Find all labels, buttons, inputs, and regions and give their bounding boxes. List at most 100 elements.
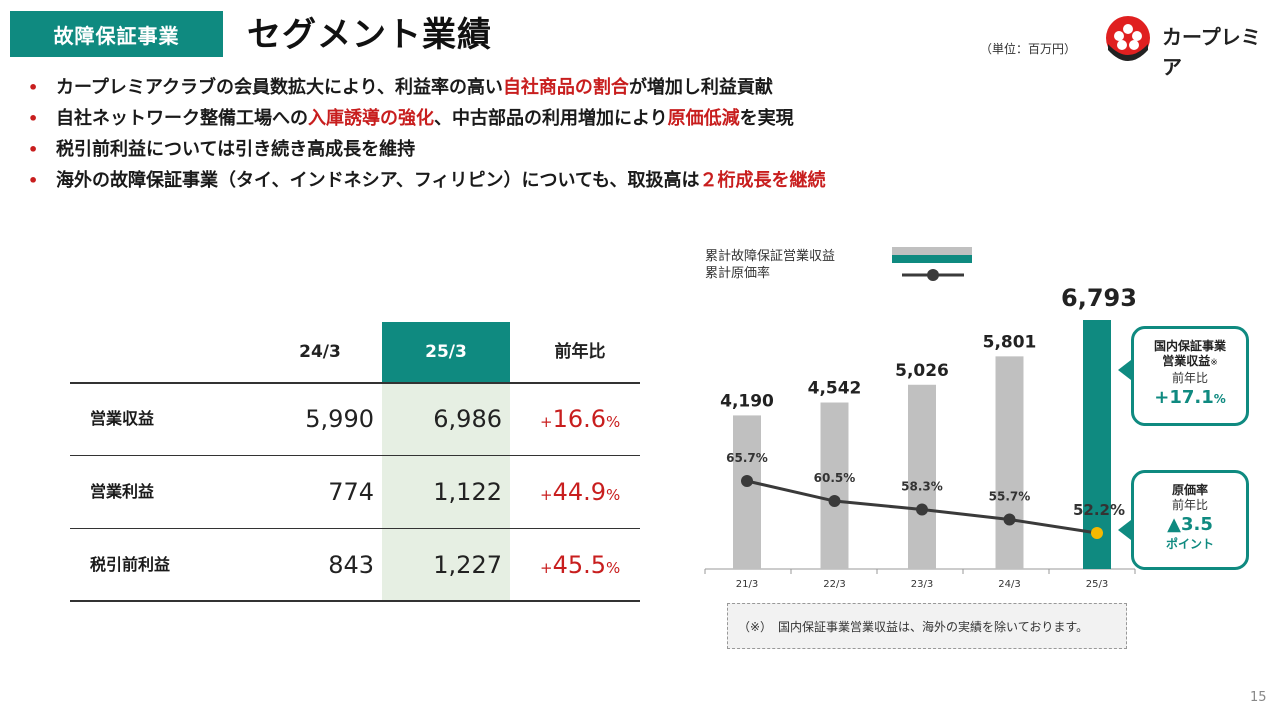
yoy-sign: + (540, 413, 553, 431)
bar-value-label: 6,793 (1061, 284, 1137, 312)
bullet-dot: • (28, 171, 39, 190)
logo-flower-icon (1114, 24, 1142, 50)
bullet-dot: • (28, 140, 39, 159)
bullet-text: を実現 (739, 108, 794, 129)
callout-cost-pointer (1118, 520, 1131, 540)
cell-yoy: +44.9% (540, 456, 632, 528)
bar-value-label: 5,026 (895, 361, 949, 381)
current-year-column-bg (382, 383, 510, 600)
yoy-value: 45.5 (552, 551, 607, 579)
footnote: （※） 国内保証事業営業収益は、海外の実績を除いております。 (727, 603, 1127, 649)
bullet-text: 自社ネットワーク整備工場への (56, 108, 308, 129)
logo-text: カープレミア (1162, 25, 1261, 79)
legend-bar-swatch-gray (892, 247, 972, 255)
results-table: 24/3 25/3 前年比 営業収益 5,990 6,986 +16.6% 営業利益 77… (70, 322, 640, 602)
header-yoy: 前年比 (554, 342, 606, 362)
yoy-value: 16.6 (552, 405, 607, 433)
bar-23-3 (908, 384, 936, 569)
bar-value-label: 5,801 (983, 332, 1037, 352)
callout-rev-pointer (1118, 360, 1131, 380)
bullet-highlight-text: 入庫誘導の強化 (308, 108, 434, 129)
row-label: 営業収益 (90, 409, 155, 428)
bullet-dot: • (28, 109, 39, 128)
cost-ratio-label: 58.3% (901, 480, 943, 494)
cost-ratio-label: 52.2% (1073, 501, 1125, 519)
callout-domestic-revenue: 国内保証事業 営業収益※ 前年比 +17.1% (1131, 326, 1249, 426)
callout-cost-ratio: 原価率 前年比 ▲3.5 ポイント (1131, 470, 1249, 570)
yoy-sign: + (540, 559, 553, 577)
revenue-cost-chart: 4,190 21/3 4,542 22/3 5,026 23/3 5,801 24/3 6,79… (704, 247, 1137, 590)
table-bottom-line (70, 600, 640, 602)
bullet-highlight-text: ２桁成長を継続 (699, 170, 826, 191)
x-tick-label: 23/3 (911, 579, 933, 590)
table-row-line (70, 528, 640, 529)
legend-line-marker (927, 269, 939, 281)
cell-curr-year: 1,227 (433, 551, 502, 579)
callout-rev-unit: % (1213, 392, 1226, 406)
cost-ratio-point (1091, 527, 1103, 539)
callout-rev-value: +17.1 (1154, 387, 1214, 408)
cost-ratio-point (741, 475, 753, 487)
current-year-header-bg (382, 322, 510, 382)
x-tick-label: 24/3 (998, 579, 1020, 590)
cost-ratio-label: 60.5% (814, 471, 856, 485)
callout-rev-mark: ※ (1210, 358, 1218, 368)
cell-prev-year: 774 (328, 478, 374, 506)
callout-rev-title2: 営業収益 (1162, 354, 1211, 368)
callout-rev-sub: 前年比 (1171, 371, 1208, 385)
cost-ratio-label: 55.7% (989, 490, 1031, 504)
cost-ratio-label: 65.7% (726, 451, 768, 465)
bullet-item: • 海外の故障保証事業（タイ、インドネシア、フィリピン）についても、取扱高は２桁成… (26, 165, 826, 196)
bar-value-label: 4,190 (720, 391, 774, 411)
cell-yoy: +16.6% (540, 383, 632, 455)
legend-revenue-label: 累計故障保証営業収益 (705, 249, 836, 264)
cell-prev-year: 5,990 (305, 405, 374, 433)
bullet-text: が増加し利益貢献 (628, 77, 773, 98)
x-tick-label: 21/3 (736, 579, 758, 590)
callout-rev-title1: 国内保証事業 (1153, 339, 1226, 353)
x-tick-label: 22/3 (823, 579, 845, 590)
yoy-value: 44.9 (552, 478, 607, 506)
yoy-unit: % (606, 413, 621, 431)
cost-ratio-point (828, 495, 841, 508)
unit-label: （単位：百万円） (980, 42, 1077, 56)
row-label: 営業利益 (90, 482, 155, 501)
legend-bar-swatch-teal (892, 255, 972, 263)
table-row-line (70, 455, 640, 456)
legend-cost-ratio-label: 累計原価率 (705, 266, 771, 281)
page-title: セグメント業績 (247, 15, 492, 55)
bar-24-3 (995, 356, 1024, 569)
yoy-unit: % (606, 486, 621, 504)
cell-curr-year: 6,986 (433, 405, 502, 433)
bullet-text: 海外の故障保証事業（タイ、インドネシア、フィリピン）についても、取扱高は (56, 170, 700, 191)
bullet-text: 税引前利益については引き続き高成長を維持 (56, 139, 416, 160)
callout-cost-sub: 前年比 (1171, 498, 1208, 512)
segment-tag: 故障保証事業 (10, 11, 223, 57)
cell-yoy: +45.5% (540, 529, 632, 601)
bar-value-label: 4,542 (808, 379, 862, 399)
header-prev-year: 24/3 (299, 342, 341, 362)
bullet-item: • カープレミアクラブの会員数拡大により、利益率の高い自社商品の割合が増加し利益貢… (26, 72, 826, 103)
bullet-dot: • (28, 78, 39, 97)
cost-ratio-point (1003, 513, 1016, 526)
bullet-list: • カープレミアクラブの会員数拡大により、利益率の高い自社商品の割合が増加し利益貢… (26, 72, 826, 196)
callout-cost-unit: ポイント (1165, 537, 1214, 551)
cost-ratio-point (916, 503, 928, 516)
page-number: 15 (1250, 690, 1267, 705)
bar-22-3 (820, 402, 849, 569)
row-label: 税引前利益 (90, 555, 171, 574)
company-logo (1106, 16, 1150, 61)
callout-cost-value: ▲3.5 (1167, 514, 1213, 535)
yoy-sign: + (540, 486, 553, 504)
cell-curr-year: 1,122 (433, 478, 502, 506)
bullet-highlight-text: 原価低減 (667, 108, 740, 129)
logo-dark-arc (1108, 44, 1148, 61)
bullet-text: カープレミアクラブの会員数拡大により、利益率の高い (56, 77, 503, 98)
table-header-line (70, 382, 640, 384)
bullet-item: • 自社ネットワーク整備工場への入庫誘導の強化、中古部品の利用増加により原価低減を… (26, 103, 826, 134)
bullet-item: • 税引前利益については引き続き高成長を維持 (26, 134, 826, 165)
bar-21-3 (733, 415, 761, 569)
yoy-unit: % (606, 559, 621, 577)
bullet-text: 、中古部品の利用増加により (434, 108, 668, 129)
x-tick-label: 25/3 (1086, 579, 1108, 590)
